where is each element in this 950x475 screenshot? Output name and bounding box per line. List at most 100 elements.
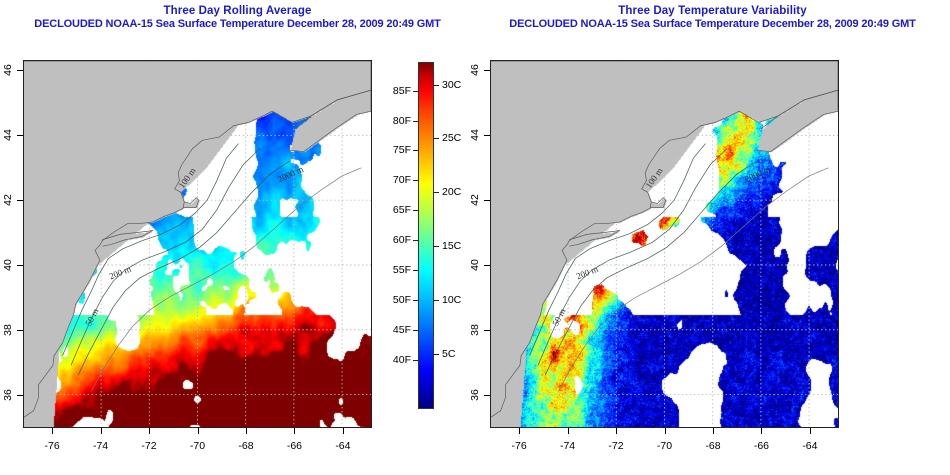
- x-tick-mark: [149, 428, 151, 434]
- x-tick-mark: [809, 428, 811, 434]
- colorbar-tick-f: [413, 270, 419, 272]
- x-tick-label: -66: [286, 440, 303, 452]
- x-tick-label: -66: [753, 440, 770, 452]
- colorbar-tick-c: [433, 300, 439, 302]
- colorbar-label-fahrenheit: 50F: [392, 294, 411, 307]
- x-tick-mark: [100, 428, 102, 434]
- x-tick-mark: [761, 428, 763, 434]
- x-tick-label: -70: [189, 440, 206, 452]
- y-tick-mark: [484, 330, 490, 332]
- y-tick-label: 40: [469, 259, 482, 271]
- x-tick-label: -76: [511, 440, 527, 452]
- map-left[interactable]: 2000 m 200 m 100 m 50 m -76 -74 -72 -70 -68 -66 -…: [2, 60, 372, 452]
- colorbar-tick-f: [413, 300, 419, 302]
- y-tick-mark: [17, 395, 23, 397]
- variability-raster-right: [491, 61, 838, 427]
- colorbar-label-fahrenheit: 55F: [392, 264, 411, 277]
- y-tick-label: 40: [2, 259, 15, 271]
- colorbar-label-fahrenheit: 75F: [392, 144, 411, 157]
- colorbar-label-celsius: 20C: [442, 186, 462, 199]
- colorbar-label-fahrenheit: 40F: [392, 354, 411, 367]
- y-tick-mark: [484, 134, 490, 136]
- y-tick-label: 36: [469, 389, 482, 402]
- y-tick-label: 44: [469, 129, 482, 141]
- colorbar-tick-f: [413, 120, 419, 122]
- colorbar-label-celsius: 15C: [442, 240, 462, 253]
- y-tick-mark: [17, 69, 23, 71]
- y-tick-mark: [17, 330, 23, 332]
- y-tick-mark: [484, 265, 490, 267]
- colorbar-label-celsius: 5C: [442, 348, 456, 361]
- colorbar-tick-f: [413, 150, 419, 152]
- colorbar-label-celsius: 10C: [442, 294, 462, 307]
- colorbar-left: 85F 80F 75F 70F 65F 60F 55F 50F 45F 40F 30C 25C 20C 1…: [393, 62, 461, 409]
- y-tick-label: 44: [2, 129, 15, 141]
- panel-left: Three Day Rolling Average DECLOUDED NOAA…: [0, 4, 475, 452]
- colorbar-tick-c: [433, 138, 439, 140]
- y-tick-label: 36: [2, 389, 15, 402]
- panel-left-subtitle: DECLOUDED NOAA-15 Sea Surface Temperatur…: [34, 18, 441, 31]
- panel-right-title: Three Day Temperature Variability: [618, 5, 807, 17]
- x-tick-mark: [294, 428, 296, 434]
- y-tick-mark: [484, 69, 490, 71]
- colorbar-label-fahrenheit: 80F: [392, 114, 411, 127]
- colorbar-tick-c: [433, 192, 439, 194]
- panel-right: Three Day Temperature Variability DECLOU…: [469, 0, 950, 475]
- panel-right-subtitle: DECLOUDED NOAA-15 Sea Surface Temperatur…: [509, 18, 916, 31]
- x-tick-mark: [664, 428, 666, 434]
- x-tick-mark: [616, 428, 618, 434]
- panel-right-titles: Three Day Temperature Variability DECLOU…: [475, 4, 950, 32]
- colorbar-tick-f: [413, 360, 419, 362]
- map-right-frame: 2000 m 200 m 100 m 50 m: [490, 60, 839, 428]
- x-tick-label: -72: [141, 440, 157, 452]
- colorbar-label-fahrenheit: 70F: [392, 174, 411, 187]
- colorbar-label-fahrenheit: 65F: [392, 204, 411, 217]
- sst-raster-left: [24, 61, 371, 427]
- x-tick-label: -68: [238, 440, 254, 452]
- y-tick-label: 38: [2, 324, 15, 337]
- y-tick-label: 38: [469, 324, 482, 337]
- x-tick-label: -76: [44, 440, 60, 452]
- map-left-frame: 2000 m 200 m 100 m 50 m: [23, 60, 372, 428]
- map-right[interactable]: 2000 m 200 m 100 m 50 m -76 -74 -72 -70 -68 -66 -…: [469, 60, 839, 452]
- y-tick-mark: [17, 265, 23, 267]
- panel-left-titles: Three Day Rolling Average DECLOUDED NOAA…: [0, 4, 475, 32]
- y-tick-label: 42: [469, 194, 482, 206]
- y-tick-mark: [484, 395, 490, 397]
- x-tick-label: -64: [335, 440, 351, 452]
- x-tick-mark: [197, 428, 199, 434]
- x-tick-label: -74: [92, 440, 109, 452]
- colorbar-tick-c: [433, 246, 439, 248]
- colorbar-tick-f: [413, 180, 419, 182]
- y-tick-mark: [17, 134, 23, 136]
- y-tick-label: 42: [2, 194, 15, 206]
- x-tick-mark: [342, 428, 344, 434]
- colorbar-tick-f: [413, 330, 419, 332]
- colorbar-label-fahrenheit: 85F: [392, 84, 411, 97]
- x-tick-mark: [712, 428, 714, 434]
- x-tick-label: -68: [705, 440, 721, 452]
- y-tick-label: 46: [2, 63, 15, 76]
- x-tick-mark: [519, 428, 521, 434]
- panel-left-title: Three Day Rolling Average: [163, 5, 312, 17]
- colorbar-tick-f: [413, 210, 419, 212]
- colorbar-left-gradient: [419, 63, 433, 408]
- y-tick-label: 46: [469, 63, 482, 76]
- x-tick-label: -70: [656, 440, 673, 452]
- x-tick-label: -72: [608, 440, 624, 452]
- x-tick-mark: [52, 428, 54, 434]
- x-tick-label: -64: [802, 440, 818, 452]
- colorbar-tick-f: [413, 240, 419, 242]
- colorbar-tick-c: [433, 84, 439, 86]
- colorbar-label-fahrenheit: 45F: [392, 324, 411, 337]
- y-tick-mark: [17, 200, 23, 202]
- colorbar-tick-c: [433, 354, 439, 356]
- colorbar-label-celsius: 25C: [442, 132, 462, 145]
- colorbar-label-celsius: 30C: [442, 78, 462, 91]
- colorbar-tick-f: [413, 90, 419, 92]
- y-tick-mark: [484, 200, 490, 202]
- x-tick-mark: [567, 428, 569, 434]
- colorbar-label-fahrenheit: 60F: [392, 234, 411, 247]
- x-tick-label: -74: [559, 440, 576, 452]
